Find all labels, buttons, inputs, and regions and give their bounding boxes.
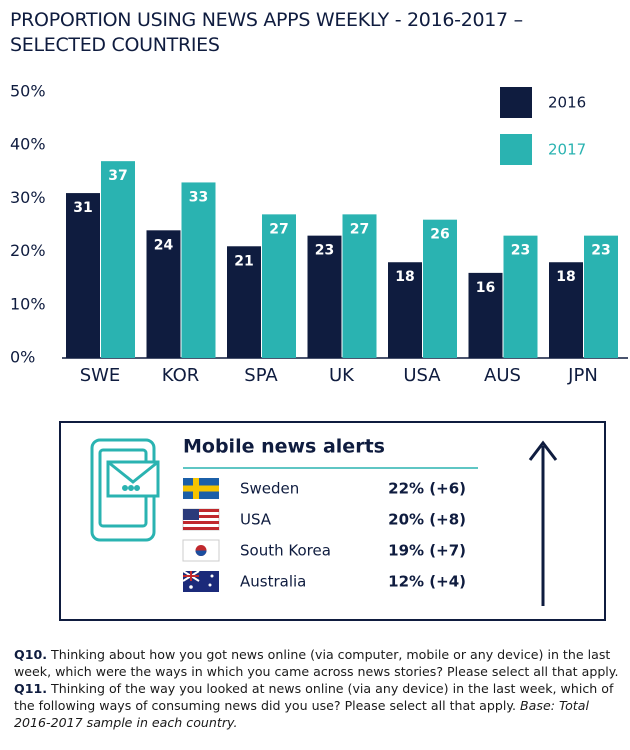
bar <box>66 193 100 358</box>
y-tick-label: 40% <box>10 135 46 154</box>
bar <box>388 262 422 358</box>
y-tick-label: 10% <box>10 294 46 313</box>
value-label: 33 <box>189 189 208 205</box>
base-note: Base: Total 2016-2017 sample in each cou… <box>14 698 589 730</box>
bar <box>468 272 503 358</box>
value-label: 26 <box>430 227 449 243</box>
bar <box>181 182 216 358</box>
value-label: 21 <box>234 253 253 269</box>
alert-value: 20% (+8) <box>388 511 466 529</box>
x-tick-label: SWE <box>80 365 121 386</box>
x-tick-label: UK <box>329 365 355 386</box>
value-label: 24 <box>154 237 174 253</box>
chart-title: PROPORTION USING NEWS APPS WEEKLY - 2016… <box>10 9 523 56</box>
bar <box>423 219 457 358</box>
legend-swatch <box>500 134 532 165</box>
bar <box>227 246 261 358</box>
legend-label: 2017 <box>548 141 586 159</box>
q11-label: Q11. <box>14 681 48 696</box>
value-label: 23 <box>511 243 530 259</box>
alert-country: USA <box>240 511 272 529</box>
y-tick-label: 20% <box>10 241 46 260</box>
value-label: 31 <box>73 200 92 216</box>
x-tick-label: JPN <box>567 365 598 386</box>
alert-value: 22% (+6) <box>388 480 466 498</box>
value-label: 18 <box>395 269 414 285</box>
alert-country: South Korea <box>240 542 331 560</box>
alert-country: Sweden <box>240 480 299 498</box>
x-tick-label: USA <box>403 365 441 386</box>
arrow-head <box>528 440 558 461</box>
alerts-title: Mobile news alerts <box>183 436 385 458</box>
alert-value: 19% (+7) <box>388 542 466 560</box>
bar <box>262 214 296 358</box>
bar <box>584 235 618 358</box>
bar <box>307 235 342 358</box>
value-label: 27 <box>269 221 288 237</box>
alert-country: Australia <box>240 573 306 591</box>
legend-label: 2016 <box>548 94 586 112</box>
q11-text: Thinking of the way you looked at news o… <box>14 681 614 713</box>
value-label: 16 <box>476 280 495 296</box>
value-label: 23 <box>591 243 610 259</box>
footnotes: Q10. Thinking about how you got news onl… <box>14 646 619 731</box>
y-tick-label: 30% <box>10 188 46 207</box>
bar <box>101 161 135 358</box>
bar <box>342 214 377 358</box>
value-label: 27 <box>350 221 369 237</box>
flag-australia <box>182 570 219 592</box>
legend-swatch <box>500 87 532 118</box>
flag-usa <box>182 508 220 531</box>
q10-text: Thinking about how you got news online (… <box>14 647 619 679</box>
y-tick-label: 0% <box>10 348 35 367</box>
phone-icon <box>90 438 160 542</box>
value-label: 23 <box>315 243 334 259</box>
x-tick-label: KOR <box>162 365 200 386</box>
bar <box>549 262 583 358</box>
alerts-box <box>59 421 606 621</box>
bar <box>503 235 538 358</box>
chart: Mobile news alerts 0% 10% 20% 30% 40% 50% SWE 3… <box>10 82 628 621</box>
flag-sweden <box>183 478 219 499</box>
x-tick-label: SPA <box>244 365 278 386</box>
value-label: 18 <box>556 269 575 285</box>
flag-korea <box>182 539 220 562</box>
bar <box>146 230 181 358</box>
y-tick-label: 50% <box>10 82 46 101</box>
x-tick-label: AUS <box>484 365 521 386</box>
q10-label: Q10. <box>14 647 48 662</box>
value-label: 37 <box>108 168 127 184</box>
alert-value: 12% (+4) <box>388 573 466 591</box>
